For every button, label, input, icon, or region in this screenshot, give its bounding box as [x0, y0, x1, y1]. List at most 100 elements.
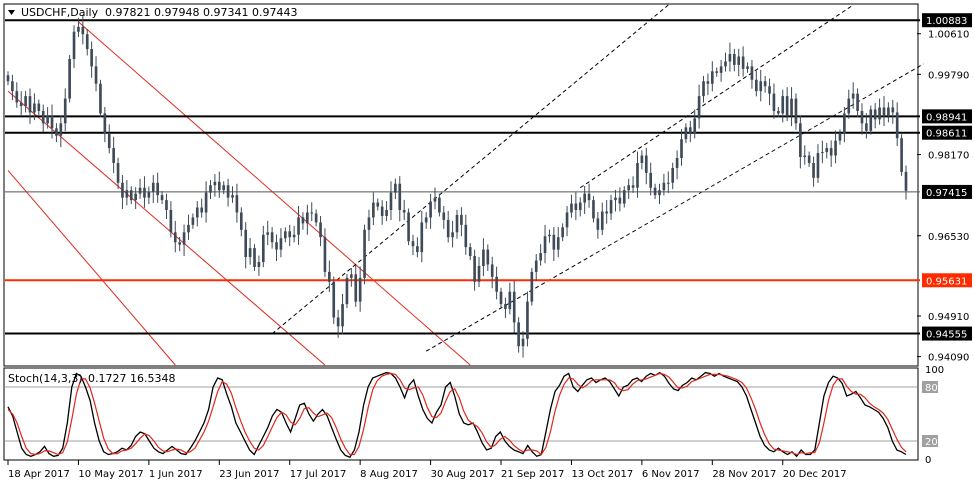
date-label-11: 20 Dec 2017 [783, 469, 847, 480]
chart-frames [3, 3, 919, 461]
symbol-label: USDCHF,Daily [21, 6, 99, 19]
candle-body [460, 214, 463, 225]
price-tick-label-3: 0.96530 [928, 232, 969, 243]
level-tag-4 [922, 273, 972, 288]
candle-body [367, 217, 371, 230]
candle-body [358, 277, 362, 302]
candle-body [407, 212, 410, 242]
stoch-tick-label-3: 0 [925, 455, 931, 466]
candle-body [790, 98, 793, 116]
candle-body [55, 128, 58, 136]
candle-body [94, 66, 98, 84]
candle-body [618, 197, 622, 204]
candle-body [671, 167, 675, 183]
candle-body [900, 138, 903, 172]
candle-body [244, 229, 248, 258]
candle-body [706, 81, 710, 84]
stoch-main-line [7, 371, 907, 459]
candle-body [239, 212, 243, 230]
price-tick-label-1: 0.99790 [928, 70, 969, 81]
candle-body [72, 31, 76, 59]
candle-body [768, 86, 771, 94]
candle-body [292, 234, 296, 238]
candle-body [156, 182, 159, 196]
candle-body [90, 49, 93, 67]
candle-body [807, 155, 811, 163]
candle-body [644, 155, 648, 173]
candle-body [622, 190, 626, 204]
candle-body [829, 148, 833, 156]
candle-body [627, 185, 630, 191]
candle-body [275, 242, 278, 250]
candle-body [803, 155, 807, 158]
candle-body [865, 123, 868, 131]
candle-body [446, 219, 450, 238]
ohlc-values: 0.97821 0.97948 0.97341 0.97443 [105, 6, 297, 19]
candle-body [873, 109, 877, 120]
candle-body [812, 162, 815, 178]
candle-body [724, 61, 727, 67]
candle-body [719, 66, 723, 73]
candle-body [33, 103, 36, 113]
candle-body [605, 211, 608, 214]
candle-body [85, 34, 89, 50]
candle-body [389, 192, 393, 211]
date-label-9: 6 Nov 2017 [642, 469, 700, 480]
level-price-label-1: 0.98941 [926, 112, 967, 123]
candle-body [314, 213, 318, 223]
candle-body [609, 200, 613, 214]
candle-body [614, 197, 617, 201]
candle-body [653, 187, 657, 196]
candle-body [151, 182, 155, 192]
candle-body [376, 202, 380, 207]
candle-body [561, 227, 564, 238]
candle-body [121, 182, 124, 198]
date-label-1: 10 May 2017 [78, 469, 143, 480]
date-label-8: 13 Oct 2017 [571, 469, 633, 480]
candle-body [455, 214, 459, 233]
date-label-0: 18 Apr 2017 [8, 469, 70, 480]
candle-body [129, 190, 133, 201]
candle-body [257, 262, 261, 267]
candle-body [543, 236, 547, 254]
price-tick-label-4: 0.94910 [928, 312, 969, 323]
candle-body [843, 113, 846, 134]
candle-body [552, 234, 556, 250]
candle-body [261, 234, 265, 263]
candle-body [477, 265, 481, 282]
candle-body [310, 212, 314, 214]
stoch-tick-box-2 [922, 435, 938, 447]
candle-body [887, 107, 890, 116]
candle-body [891, 107, 895, 113]
channel-upper-line [271, 4, 669, 335]
candle-body [253, 248, 256, 267]
axes: 1.00610 0.99790 0.98170 0.96530 0.94910 0.940… [7, 30, 969, 480]
level-tag-2 [922, 125, 972, 140]
candle-body [125, 190, 129, 198]
candle-body [688, 127, 692, 134]
candle-body [11, 81, 14, 92]
channel-extra-line [579, 4, 854, 189]
candle-body [350, 274, 353, 278]
level-price-label-0: 1.00883 [926, 16, 967, 27]
candle-body [895, 112, 899, 139]
candle-body [750, 66, 754, 80]
candle-body [420, 222, 424, 253]
candle-body [297, 217, 300, 235]
candle-body [548, 234, 551, 237]
channel-lower-line [425, 63, 924, 352]
candle-body [526, 301, 529, 339]
candle-body [728, 54, 732, 62]
candle-body [191, 217, 195, 225]
red-trend-upper [78, 21, 471, 366]
date-label-3: 23 Jun 2017 [219, 469, 279, 480]
candle-body [799, 123, 802, 158]
candle-body [226, 185, 230, 198]
date-label-4: 17 Jul 2017 [290, 469, 347, 480]
candle-body [328, 271, 331, 282]
dropdown-arrow-icon[interactable] [8, 10, 15, 15]
candle-body [394, 183, 397, 193]
candle-body [182, 232, 186, 245]
level-price-label-4: 0.95631 [926, 276, 967, 287]
